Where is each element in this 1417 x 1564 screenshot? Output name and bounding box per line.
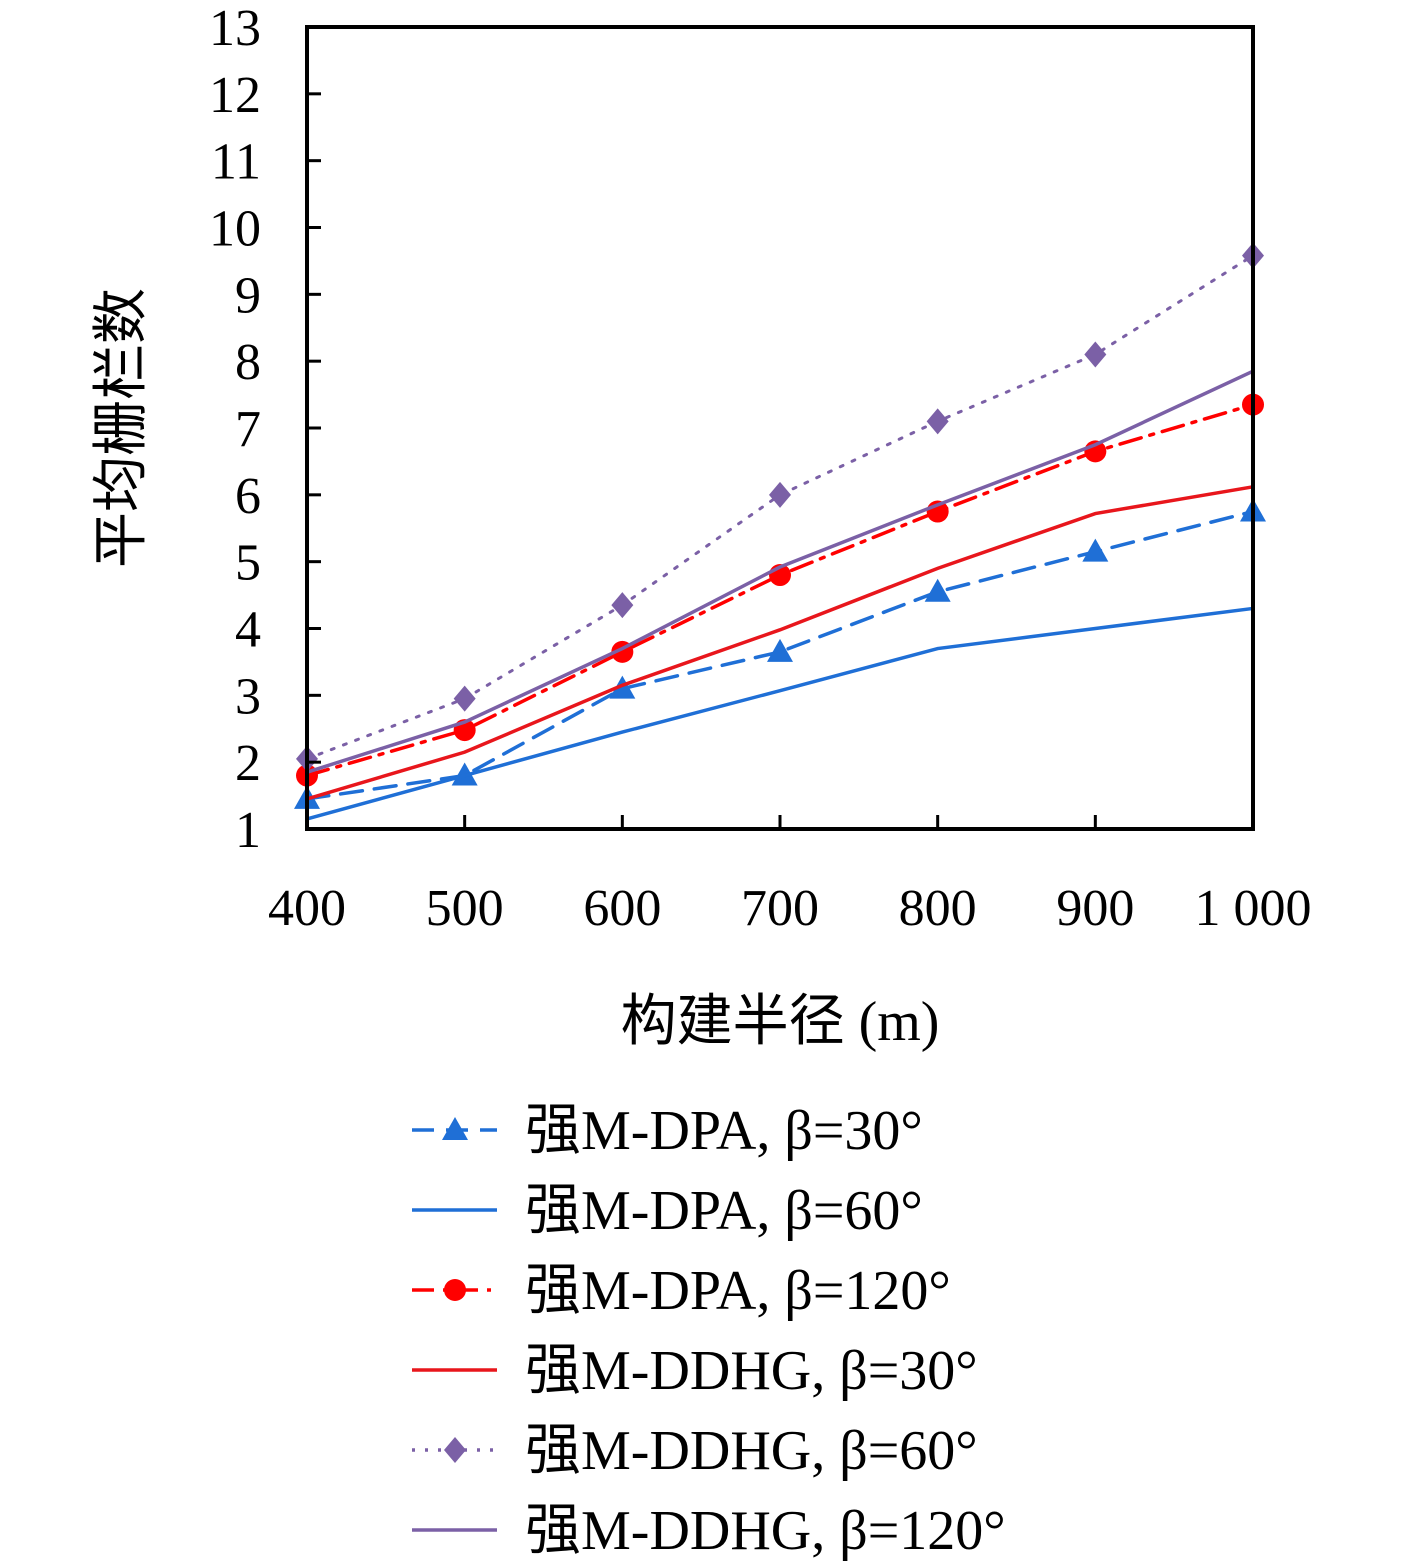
- x-tick-label: 500: [426, 880, 504, 937]
- y-tick-label: 1: [235, 802, 261, 859]
- y-tick-label: 11: [211, 134, 261, 191]
- y-tick-label: 8: [235, 334, 261, 391]
- legend-label: 强M-DDHG, β=60°: [525, 1420, 978, 1482]
- y-tick-label: 5: [235, 535, 261, 592]
- legend-label: 强M-DDHG, β=120°: [525, 1500, 1006, 1562]
- series-1-point: [767, 638, 793, 662]
- series-6-line: [305, 369, 1255, 774]
- x-tick-label: 700: [741, 880, 819, 937]
- x-tick-label: 900: [1056, 880, 1134, 937]
- y-axis-title: 平均栅栏数: [91, 288, 153, 568]
- y-tick-label: 12: [209, 67, 261, 124]
- y-tick-label: 13: [209, 0, 261, 57]
- x-tick-label: 400: [268, 880, 346, 937]
- legend-swatch-marker: [444, 1279, 466, 1301]
- legend-label: 强M-DPA, β=60°: [525, 1180, 923, 1242]
- y-tick-label: 2: [235, 735, 261, 792]
- y-tick-label: 10: [209, 201, 261, 258]
- plot-frame: [305, 25, 1255, 831]
- series-2-line: [305, 606, 1255, 821]
- y-tick-label: 9: [235, 267, 261, 324]
- series-1-point: [1082, 538, 1109, 562]
- series-1-point: [924, 578, 951, 602]
- x-axis-title: 构建半径 (m): [621, 991, 940, 1053]
- x-tick-label: 1 000: [1195, 880, 1312, 937]
- legend-label: 强M-DPA, β=120°: [525, 1260, 951, 1322]
- y-tick-label: 6: [235, 468, 261, 525]
- legend-swatch-marker: [444, 1437, 466, 1463]
- series-3-line: [305, 402, 1255, 778]
- x-tick-label: 800: [899, 880, 977, 937]
- y-tick-label: 4: [235, 602, 261, 659]
- x-axis-ticks: 400 500 600 700 800 900 1 000: [268, 815, 1312, 937]
- series-layer: [294, 242, 1266, 821]
- series-5-point: [453, 685, 476, 712]
- series-5-point: [926, 408, 949, 435]
- series-5-point: [769, 481, 791, 508]
- legend-label: 强M-DDHG, β=30°: [525, 1340, 978, 1402]
- y-tick-label: 3: [235, 668, 261, 725]
- y-tick-label: 7: [235, 401, 261, 458]
- series-5-point: [1084, 341, 1107, 368]
- legend-label: 强M-DPA, β=30°: [525, 1100, 923, 1162]
- legend: 强M-DPA, β=30° 强M-DPA, β=60° 强M-DPA, β=120°…: [412, 1100, 1006, 1562]
- series-5-point: [611, 592, 634, 619]
- x-tick-label: 600: [583, 880, 661, 937]
- legend-swatch-marker: [442, 1117, 468, 1140]
- series-4-line: [305, 485, 1255, 801]
